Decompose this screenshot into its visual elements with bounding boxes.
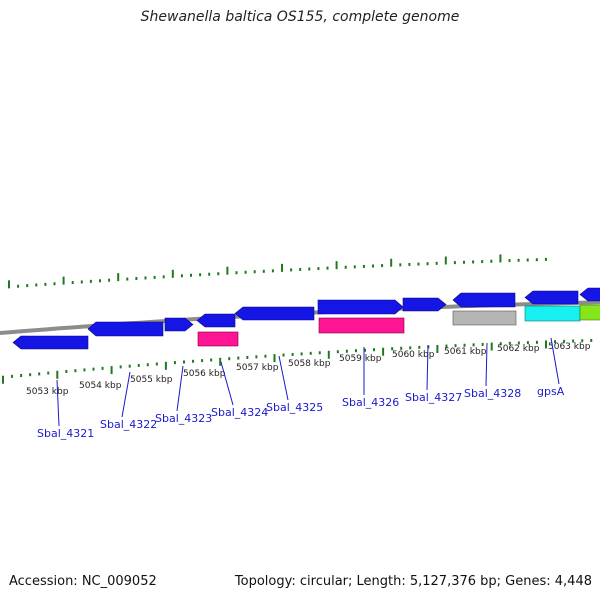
kbp-tick-label: 5061 kbp	[444, 347, 487, 357]
gene-leader-line	[176, 365, 184, 412]
gene-label: gpsA	[537, 385, 565, 398]
gene-arrow-sbal-4326	[317, 299, 404, 315]
gene-label: Sbal_4322	[100, 418, 157, 431]
gene-label: Sbal_4325	[266, 401, 323, 414]
gene-leader-line	[56, 379, 60, 427]
gene-arrow-sbal-4322	[87, 321, 164, 337]
gene-leader-line	[121, 371, 131, 418]
kbp-tick-label: 5063 kbp	[548, 342, 591, 352]
kbp-tick-label: 5059 kbp	[339, 354, 382, 364]
kbp-tick-label: 5053 kbp	[26, 387, 69, 397]
gene-label: Sbal_4327	[405, 391, 462, 404]
feature-bar-gray	[452, 310, 517, 326]
feature-bar-pink	[197, 331, 239, 347]
kbp-tick-label: 5058 kbp	[288, 359, 331, 369]
kbp-tick-label: 5062 kbp	[497, 344, 540, 354]
gene-label: Sbal_4321	[37, 427, 94, 440]
gene-label: Sbal_4323	[155, 412, 212, 425]
page-title: Shewanella baltica OS155, complete genom…	[140, 9, 460, 25]
gene-leader-line	[550, 337, 560, 385]
gene-leader-line	[426, 344, 429, 391]
gene-leader-line	[278, 355, 289, 401]
gene-label: Sbal_4324	[211, 406, 268, 419]
gene-arrow-sbal-4323	[164, 317, 194, 332]
gene-arrow-sbal-4321	[12, 335, 89, 350]
kbp-tick-label: 5055 kbp	[130, 375, 173, 385]
kbp-tick-label: 5060 kbp	[392, 350, 435, 360]
topology-text: Topology: circular; Length: 5,127,376 bp…	[234, 574, 592, 589]
kbp-tick-label: 5056 kbp	[183, 369, 226, 379]
gene-arrow-sbal-4325	[234, 306, 315, 321]
feature-bar-pink	[318, 317, 405, 334]
kbp-tick-label: 5057 kbp	[236, 363, 279, 373]
kbp-tick-label: 5054 kbp	[79, 381, 122, 391]
gene-arrow-gpsa	[524, 290, 579, 305]
accession-text: Accession: NC_009052	[9, 574, 157, 589]
gene-arrow-next	[579, 287, 600, 302]
gene-leader-line	[220, 361, 234, 406]
gene-arrow-sbal-4327	[402, 297, 447, 312]
gene-label: Sbal_4328	[464, 387, 521, 400]
gene-arrow-sbal-4328	[452, 292, 516, 308]
feature-bar-cyan	[524, 305, 581, 322]
gene-arrow-sbal-4324	[196, 313, 236, 328]
feature-bar-green	[579, 304, 600, 321]
gene-leader-line	[485, 342, 488, 387]
gene-label: Sbal_4326	[342, 396, 399, 409]
